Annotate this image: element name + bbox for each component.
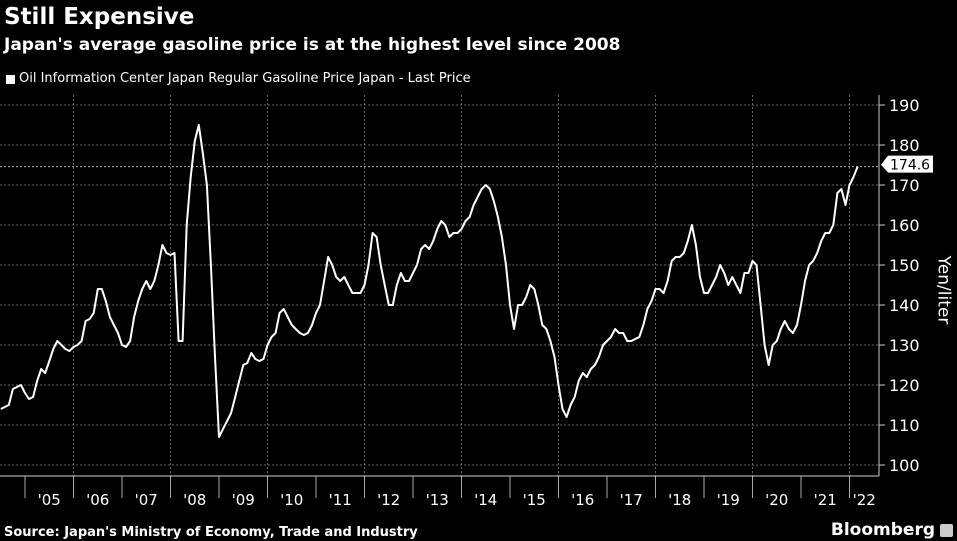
y-tick-label: 140 [889, 296, 920, 315]
legend-label: Oil Information Center Japan Regular Gas… [19, 71, 471, 86]
y-tick-label: 130 [889, 336, 920, 355]
brand-name: Bloomberg [830, 520, 935, 540]
x-tick-label: '18 [668, 491, 691, 509]
x-tick-label: '05 [38, 491, 61, 509]
y-tick-label: 100 [889, 456, 920, 475]
x-tick-label: '16 [571, 491, 594, 509]
x-tick-label: '10 [280, 491, 303, 509]
source-note: Source: Japan's Ministry of Economy, Tra… [4, 525, 418, 540]
price-series-line [0, 124, 859, 438]
y-tick-label: 190 [889, 96, 920, 115]
x-tick-label: '14 [474, 491, 497, 509]
y-tick-label: 110 [889, 416, 920, 435]
y-tick-label: 120 [889, 376, 920, 395]
last-value-label: 174.6 [890, 158, 930, 174]
y-tick-label: 180 [889, 136, 920, 155]
y-tick-label: 150 [889, 256, 920, 275]
x-tick-label: '20 [765, 491, 788, 509]
x-tick-label: '11 [329, 491, 352, 509]
chart-title: Still Expensive [4, 4, 195, 30]
x-tick-label: '21 [814, 491, 837, 509]
chart-subtitle: Japan's average gasoline price is at the… [4, 35, 621, 55]
legend: Oil Information Center Japan Regular Gas… [6, 71, 471, 87]
y-tick-label: 170 [889, 176, 920, 195]
bloomberg-logo: Bloomberg [831, 522, 953, 539]
y-tick-label: 160 [889, 216, 920, 235]
x-tick-label: '19 [717, 491, 740, 509]
x-tick-label: '07 [135, 491, 158, 509]
x-tick-label: '12 [377, 491, 400, 509]
x-tick-label: '06 [86, 491, 109, 509]
last-value-callout [881, 155, 933, 173]
x-tick-label: '08 [183, 491, 206, 509]
x-tick-label: '13 [426, 491, 449, 509]
y-axis-label: Yen/liter [933, 255, 954, 325]
chart-icon [940, 524, 953, 537]
x-tick-label: '17 [620, 491, 643, 509]
x-tick-label: '15 [523, 491, 546, 509]
legend-swatch [6, 74, 15, 84]
x-tick-label: '09 [232, 491, 255, 509]
x-tick-label: '22 [853, 491, 876, 509]
